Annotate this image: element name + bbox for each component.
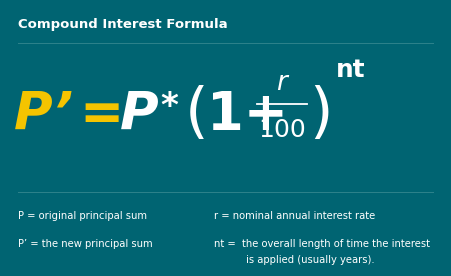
Text: *: *: [160, 90, 178, 123]
Text: P’: P’: [14, 89, 74, 140]
Text: P’ = the new principal sum: P’ = the new principal sum: [18, 239, 153, 249]
Text: ): ): [309, 85, 332, 144]
Text: nt: nt: [336, 59, 366, 82]
Text: r = nominal annual interest rate: r = nominal annual interest rate: [214, 211, 376, 221]
Text: P: P: [120, 89, 158, 140]
Text: is applied (usually years).: is applied (usually years).: [246, 255, 374, 265]
Text: 100: 100: [258, 118, 306, 142]
Text: (: (: [185, 85, 208, 144]
Text: =: =: [79, 89, 123, 140]
Text: Compound Interest Formula: Compound Interest Formula: [18, 18, 228, 31]
Text: r: r: [276, 70, 287, 96]
Text: P = original principal sum: P = original principal sum: [18, 211, 147, 221]
Text: 1+: 1+: [207, 89, 289, 140]
Text: nt =  the overall length of time the interest: nt = the overall length of time the inte…: [214, 239, 430, 249]
